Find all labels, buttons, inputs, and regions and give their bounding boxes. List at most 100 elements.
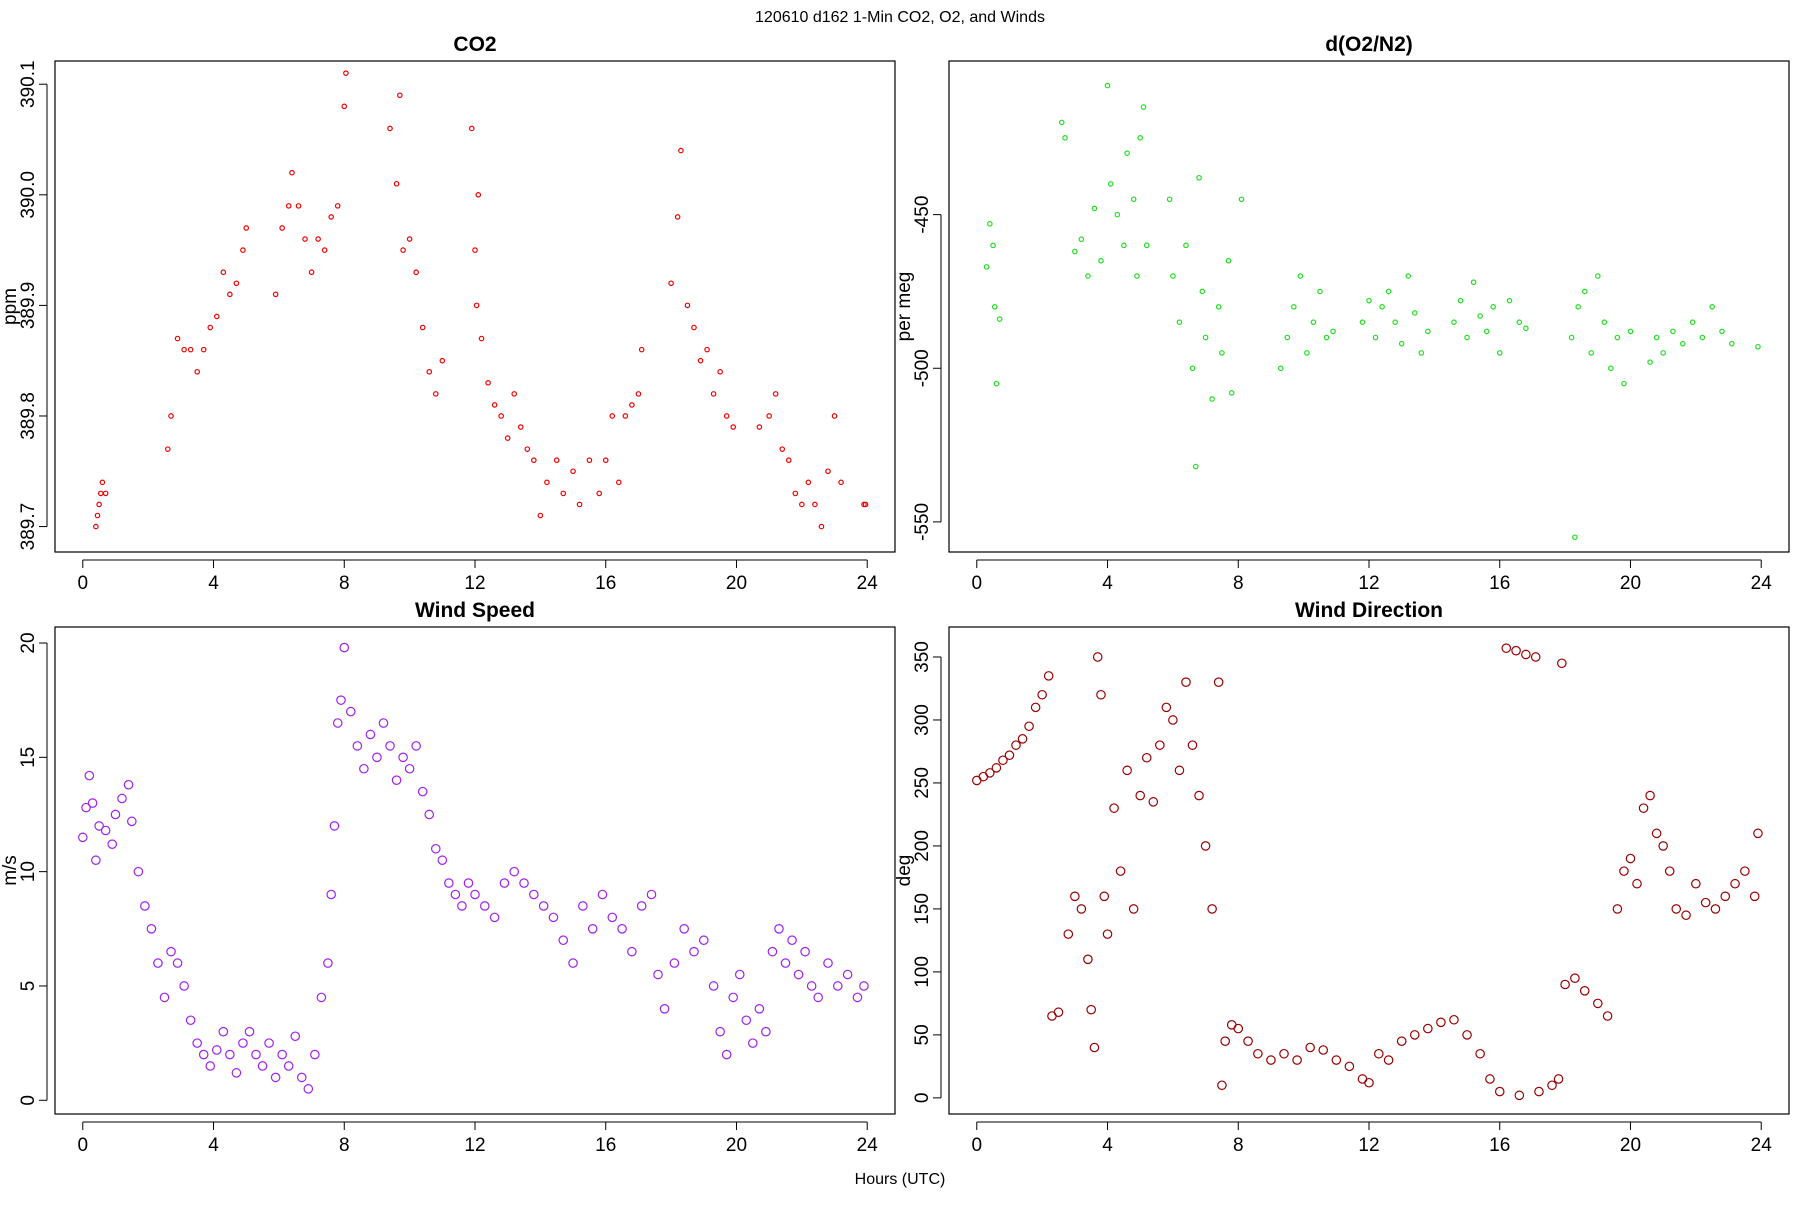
data-point bbox=[1331, 1055, 1342, 1065]
data-point bbox=[1749, 891, 1760, 902]
data-point bbox=[728, 992, 739, 1003]
data-point bbox=[1137, 135, 1144, 141]
data-point bbox=[473, 302, 480, 309]
data-point bbox=[1753, 828, 1763, 839]
data-point bbox=[1664, 866, 1675, 876]
data-point bbox=[310, 1049, 320, 1060]
data-point bbox=[84, 770, 95, 781]
data-point bbox=[1323, 334, 1330, 341]
data-point bbox=[1557, 658, 1567, 669]
data-point bbox=[1091, 205, 1098, 212]
data-point bbox=[602, 457, 609, 464]
plot-frame bbox=[948, 60, 1790, 553]
data-point bbox=[345, 706, 356, 717]
data-point bbox=[1089, 1042, 1100, 1053]
data-point bbox=[1608, 365, 1614, 372]
data-point bbox=[1053, 1007, 1064, 1018]
data-point bbox=[754, 1004, 765, 1014]
data-point bbox=[200, 346, 207, 353]
data-point bbox=[805, 479, 812, 486]
data-point bbox=[1062, 135, 1068, 141]
data-point bbox=[1114, 211, 1121, 218]
data-point bbox=[385, 741, 395, 751]
y-tick-label: 0 bbox=[912, 1093, 933, 1104]
data-point bbox=[1225, 257, 1232, 264]
data-point bbox=[1213, 677, 1224, 687]
data-point bbox=[1135, 790, 1146, 801]
data-point bbox=[544, 479, 550, 486]
data-point bbox=[1660, 350, 1666, 356]
data-point bbox=[1170, 273, 1176, 279]
data-point bbox=[328, 214, 334, 220]
y-tick-label: 350 bbox=[912, 641, 933, 673]
data-point bbox=[457, 901, 467, 911]
x-tick-label: 20 bbox=[1620, 573, 1641, 594]
data-point bbox=[468, 125, 475, 132]
data-point bbox=[100, 825, 111, 836]
data-point bbox=[270, 1072, 281, 1083]
data-point bbox=[339, 642, 350, 653]
y-tick-label: 100 bbox=[912, 956, 933, 988]
data-point bbox=[1161, 702, 1172, 713]
data-point bbox=[560, 490, 567, 497]
data-point bbox=[343, 70, 349, 76]
data-point bbox=[411, 741, 421, 751]
y-tick-label: 390.0 bbox=[18, 171, 39, 219]
data-point bbox=[290, 1031, 301, 1042]
data-point bbox=[1651, 828, 1662, 839]
data-point bbox=[1730, 878, 1740, 889]
data-point bbox=[1228, 390, 1235, 396]
data-point bbox=[617, 924, 627, 934]
data-point bbox=[1568, 334, 1575, 341]
data-point bbox=[1072, 248, 1078, 255]
figure-title: 120610 d162 1-Min CO2, O2, and Winds bbox=[755, 9, 1045, 26]
y-tick-label: 250 bbox=[912, 767, 933, 799]
data-point bbox=[779, 446, 786, 452]
data-point bbox=[504, 435, 511, 441]
x-tick-label: 24 bbox=[1751, 573, 1773, 594]
x-tick-label: 8 bbox=[1233, 1135, 1244, 1156]
data-point bbox=[698, 935, 709, 946]
x-tick-label: 12 bbox=[1358, 573, 1379, 594]
data-point bbox=[329, 821, 340, 831]
y-tick-label: 200 bbox=[912, 830, 933, 862]
data-point bbox=[596, 490, 603, 497]
data-point bbox=[1560, 979, 1570, 990]
data-point bbox=[704, 346, 710, 353]
data-point bbox=[77, 832, 88, 843]
x-tick-label: 0 bbox=[971, 573, 982, 594]
data-point bbox=[251, 1049, 261, 1060]
data-point bbox=[1383, 1055, 1394, 1065]
data-point bbox=[1083, 954, 1093, 965]
data-point bbox=[1219, 350, 1225, 356]
data-point bbox=[336, 695, 346, 705]
data-point bbox=[1030, 702, 1041, 713]
data-point bbox=[463, 878, 474, 888]
data-point bbox=[689, 946, 699, 957]
data-point bbox=[1530, 652, 1541, 662]
data-point bbox=[772, 391, 779, 397]
data-point bbox=[1691, 878, 1701, 889]
data-point bbox=[1266, 1055, 1276, 1065]
data-point bbox=[211, 1045, 222, 1055]
x-tick-label: 12 bbox=[1358, 1135, 1379, 1156]
data-point bbox=[616, 479, 622, 486]
x-tick-label: 12 bbox=[464, 1135, 485, 1156]
y-tick-label: -450 bbox=[912, 196, 933, 234]
data-point bbox=[1148, 797, 1159, 807]
data-point bbox=[659, 1004, 670, 1014]
data-point bbox=[437, 855, 448, 866]
data-point bbox=[1102, 929, 1113, 939]
data-point bbox=[185, 1015, 196, 1026]
data-point bbox=[1187, 740, 1198, 750]
data-point bbox=[813, 992, 823, 1003]
y-axis-label: per meg bbox=[894, 272, 915, 342]
data-point bbox=[316, 992, 327, 1003]
data-point bbox=[1140, 104, 1147, 110]
data-point bbox=[1063, 929, 1074, 939]
data-point bbox=[102, 490, 109, 497]
data-point bbox=[94, 512, 101, 519]
data-point bbox=[398, 752, 408, 763]
data-point bbox=[1572, 534, 1578, 541]
